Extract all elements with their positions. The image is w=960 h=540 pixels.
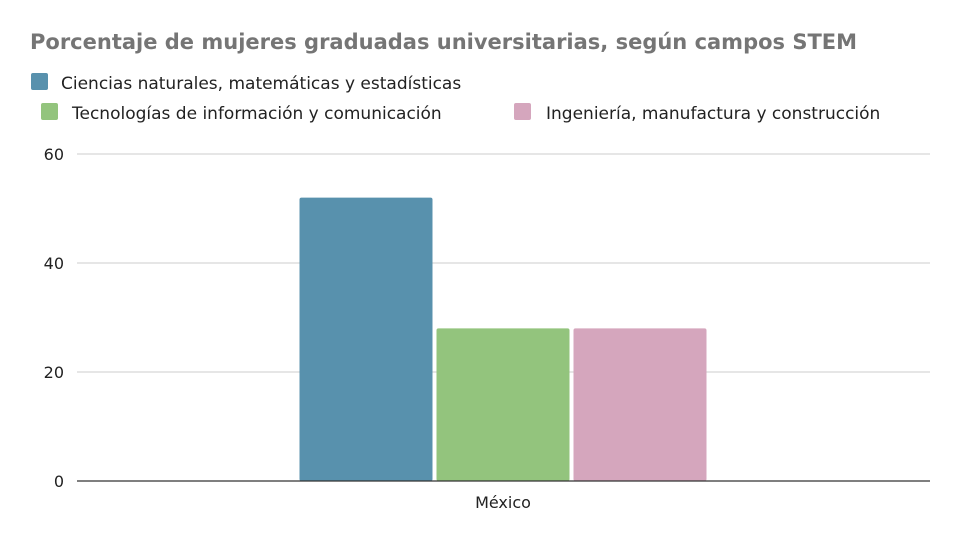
y-axis-ticks: 0 20 40 60 (44, 145, 64, 491)
legend-swatch-0 (31, 73, 48, 90)
x-category-label: México (475, 493, 531, 512)
bar-1 (436, 328, 570, 481)
legend-swatch-1 (41, 103, 58, 120)
chart-title: Porcentaje de mujeres graduadas universi… (30, 30, 857, 54)
bar-2 (573, 328, 707, 481)
y-tick-label-2: 40 (44, 254, 64, 273)
bars (299, 197, 707, 481)
bar-0 (299, 197, 433, 481)
legend-swatch-2 (514, 103, 531, 120)
y-tick-label-0: 0 (54, 472, 64, 491)
legend: Ciencias naturales, matemáticas y estadí… (31, 73, 880, 124)
y-tick-label-3: 60 (44, 145, 64, 164)
y-tick-label-1: 20 (44, 363, 64, 382)
legend-label-2: Ingeniería, manufactura y construcción (546, 104, 880, 124)
legend-label-1: Tecnologías de información y comunicació… (71, 104, 442, 124)
legend-label-0: Ciencias naturales, matemáticas y estadí… (61, 74, 461, 94)
